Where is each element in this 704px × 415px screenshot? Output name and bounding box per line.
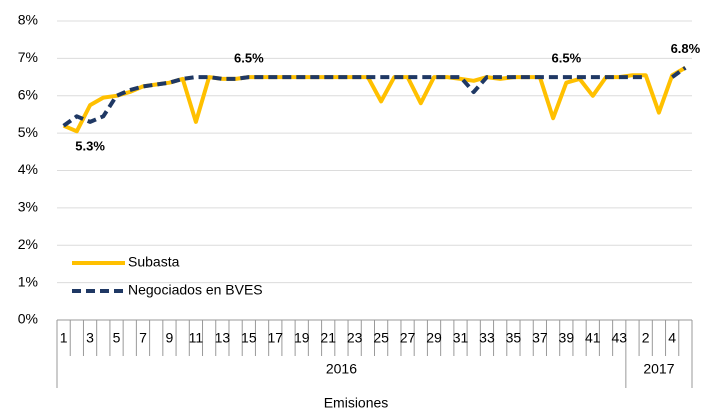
x-tick-label: 17	[267, 330, 283, 346]
x-tick-label: 39	[559, 330, 575, 346]
x-tick-label: 33	[479, 330, 495, 346]
series-line	[62, 65, 687, 134]
x-tick-label: 21	[320, 330, 336, 346]
x-tick-label: 9	[166, 330, 174, 346]
x-tick-label: 13	[215, 330, 231, 346]
y-tick-label: 3%	[18, 199, 38, 215]
y-tick-label: 0%	[18, 311, 38, 327]
x-tick-label: 29	[426, 330, 442, 346]
x-tick-label: 7	[139, 330, 147, 346]
y-tick-label: 4%	[18, 161, 38, 177]
group-label: 2016	[326, 361, 357, 377]
x-tick-label: 4	[668, 330, 676, 346]
legend-label: Subasta	[128, 254, 180, 270]
data-label: 6.5%	[552, 51, 582, 66]
data-label: 6.8%	[671, 41, 701, 56]
x-tick-label: 3	[86, 330, 94, 346]
x-tick-label: 11	[189, 330, 204, 346]
x-tick-label: 23	[347, 330, 363, 346]
x-tick-label: 31	[453, 330, 469, 346]
x-tick-label: 25	[373, 330, 389, 346]
y-tick-label: 7%	[18, 49, 38, 65]
group-label: 2017	[643, 361, 674, 377]
y-tick-label: 1%	[18, 273, 38, 289]
series-line	[62, 66, 687, 128]
x-tick-label: 27	[400, 330, 416, 346]
y-tick-label: 2%	[18, 236, 38, 252]
data-label: 6.5%	[234, 51, 264, 66]
x-tick-label: 1	[60, 330, 68, 346]
x-tick-label: 2	[642, 330, 650, 346]
x-tick-label: 5	[113, 330, 121, 346]
x-tick-label: 43	[611, 330, 627, 346]
y-tick-label: 6%	[18, 86, 38, 102]
data-label: 5.3%	[75, 138, 105, 153]
x-tick-label: 41	[585, 330, 601, 346]
y-tick-label: 8%	[18, 12, 38, 28]
y-tick-label: 5%	[18, 124, 38, 140]
x-tick-label: 19	[294, 330, 310, 346]
x-tick-label: 15	[241, 330, 257, 346]
x-tick-label: 37	[532, 330, 548, 346]
x-axis-label: Emisiones	[324, 395, 389, 411]
legend-label: Negociados en BVES	[128, 282, 263, 298]
x-tick-label: 35	[506, 330, 522, 346]
